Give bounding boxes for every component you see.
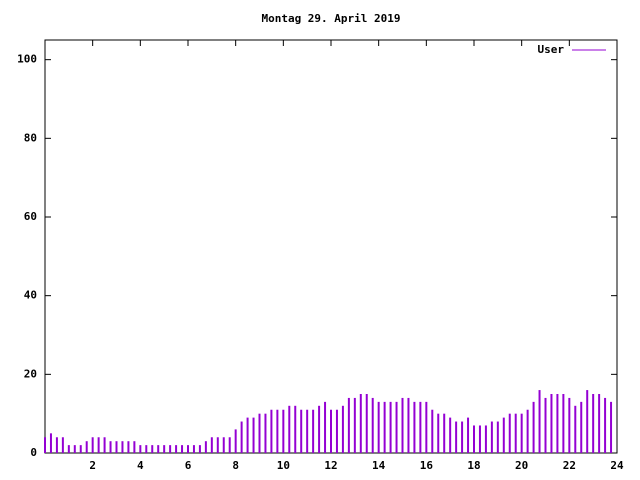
x-tick-label: 16: [420, 459, 434, 472]
x-tick-label: 18: [467, 459, 480, 472]
y-tick-label: 60: [24, 210, 37, 223]
x-tick-label: 6: [185, 459, 192, 472]
y-tick-label: 0: [30, 446, 37, 459]
x-tick-label: 24: [610, 459, 624, 472]
legend-label: User: [538, 43, 565, 56]
y-tick-label: 100: [17, 53, 37, 66]
x-tick-label: 2: [89, 459, 96, 472]
x-tick-label: 20: [515, 459, 528, 472]
x-tick-label: 14: [372, 459, 386, 472]
y-tick-label: 40: [24, 289, 37, 302]
x-tick-label: 22: [563, 459, 576, 472]
x-tick-label: 8: [232, 459, 239, 472]
y-tick-label: 20: [24, 367, 37, 380]
x-tick-label: 10: [277, 459, 290, 472]
x-tick-label: 12: [324, 459, 337, 472]
chart-title: Montag 29. April 2019: [261, 12, 400, 25]
x-tick-label: 4: [137, 459, 144, 472]
y-tick-label: 80: [24, 131, 37, 144]
